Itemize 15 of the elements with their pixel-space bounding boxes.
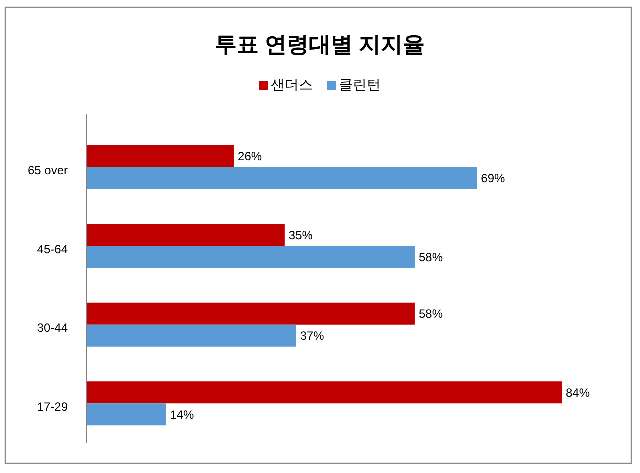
chart-title: 투표 연령대별 지지율: [214, 32, 426, 57]
data-label: 14%: [170, 408, 195, 422]
y-tick-label: 45-64: [37, 242, 68, 256]
data-label: 69%: [481, 172, 506, 186]
y-tick-label: 30-44: [37, 321, 68, 336]
data-label: 58%: [418, 307, 444, 322]
data-label: 26%: [238, 150, 262, 164]
data-label: 35%: [288, 228, 314, 242]
legend-label: 클린턴: [339, 76, 381, 93]
y-tick-label: 17-29: [37, 400, 68, 414]
y-tick-label: 65 over: [28, 164, 68, 178]
data-label: 37%: [300, 329, 325, 344]
data-label: 58%: [418, 250, 444, 264]
data-label: 84%: [566, 386, 590, 400]
legend-label: 샌더스: [271, 76, 313, 93]
